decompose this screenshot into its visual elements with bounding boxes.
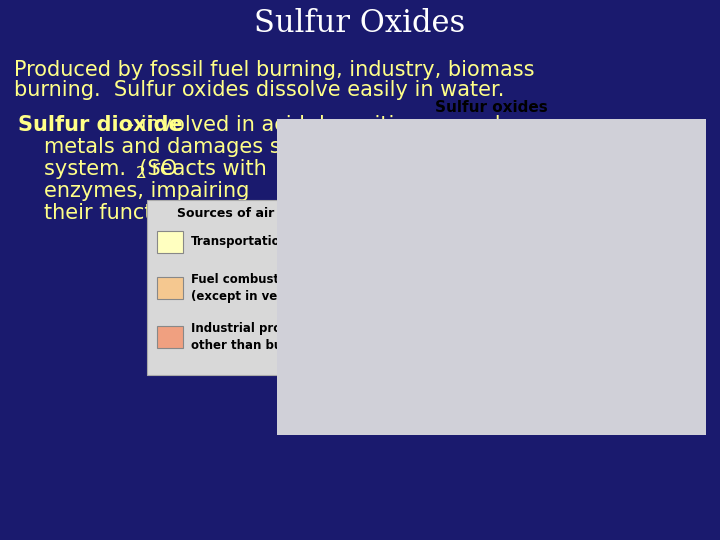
Bar xyxy=(157,326,183,348)
Text: Produced by fossil fuel burning, industry, biomass: Produced by fossil fuel burning, industr… xyxy=(14,60,534,80)
Bar xyxy=(147,200,380,375)
Text: Fuel combustion
(except in vehicles): Fuel combustion (except in vehicles) xyxy=(191,273,321,303)
Text: 9.6%: 9.6% xyxy=(576,280,614,294)
Bar xyxy=(157,277,183,299)
Text: metals and damages stone, irritates respiratory: metals and damages stone, irritates resp… xyxy=(44,137,543,157)
Text: Sulfur dioxide: Sulfur dioxide xyxy=(18,115,183,135)
Wedge shape xyxy=(469,143,491,269)
Title: Sulfur oxides: Sulfur oxides xyxy=(435,100,548,115)
Text: Transportation: Transportation xyxy=(191,235,289,248)
Text: their functions.): their functions.) xyxy=(44,203,210,223)
Text: 87.6%: 87.6% xyxy=(437,259,490,274)
Text: enzymes, impairing: enzymes, impairing xyxy=(44,181,249,201)
Wedge shape xyxy=(399,146,488,270)
Text: system.  (SO: system. (SO xyxy=(44,159,177,179)
Text: reacts with: reacts with xyxy=(145,159,266,179)
Text: burning.  Sulfur oxides dissolve easily in water.: burning. Sulfur oxides dissolve easily i… xyxy=(14,80,505,100)
Wedge shape xyxy=(365,150,618,403)
Text: Sources of air pollutants: Sources of air pollutants xyxy=(177,207,350,220)
Bar xyxy=(157,231,183,253)
Text: Industrial processes
other than burning fuel: Industrial processes other than burning … xyxy=(191,322,347,352)
Text: Sulfur Oxides: Sulfur Oxides xyxy=(254,9,466,39)
Text: - involved in acid deposition; corrodes: - involved in acid deposition; corrodes xyxy=(120,115,524,135)
Text: 2: 2 xyxy=(136,165,145,180)
Text: 2.8%: 2.8% xyxy=(580,348,618,362)
